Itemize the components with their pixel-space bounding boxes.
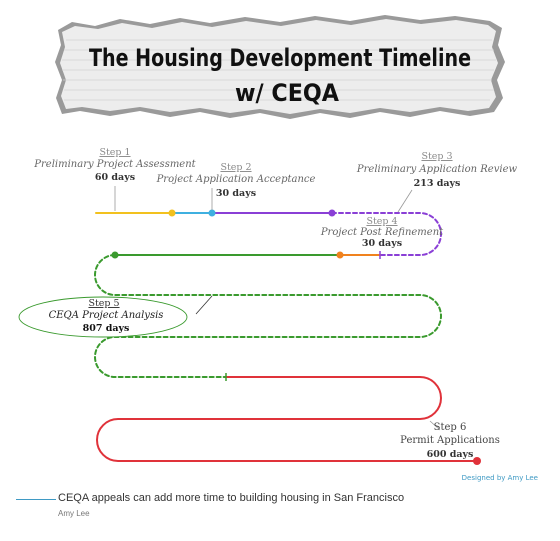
marker-end [473,457,481,465]
step-6-label: Step 6 Permit Applications 600 days [400,420,500,460]
step-5-leader [195,295,213,315]
caption-text: CEQA appeals can add more time to buildi… [58,492,405,504]
step-5-name: CEQA Project Analysis [49,310,164,321]
step-3-leader [397,189,413,213]
marker-step-5 [336,251,344,259]
step-6-number: Step 6 [434,422,467,433]
timeline-path [94,212,478,462]
step-2-days: 30 days [216,188,256,199]
title-line-1: The Housing Development Timeline [89,44,471,72]
segment-step-5-dashed [94,254,442,378]
step-6-name: Permit Applications [400,435,500,446]
step-1-number: Step 1 [99,147,130,158]
timeline-markers [111,209,481,465]
step-6-days: 600 days [427,449,474,460]
step-5-number: Step 5 [88,298,119,309]
designer-credit: Designed by Amy Lee [462,474,538,482]
step-1-label: Step 1 Preliminary Project Assessment 60… [33,147,197,211]
step-1-days: 60 days [95,172,135,183]
segment-step-3-dashed [331,212,442,256]
step-2-number: Step 2 [220,162,251,173]
step-6-leader [429,420,441,431]
step-4-number: Step 4 [366,216,397,227]
step-5-days: 807 days [83,323,130,334]
step-3-label: Step 3 Preliminary Application Review 21… [356,151,518,213]
step-2-name: Project Application Acceptance [156,174,316,185]
step-5-callout [18,296,188,338]
step-5-label: Step 5 CEQA Project Analysis 807 days [18,295,213,338]
title-line-2: w/ CEQA [235,79,339,107]
marker-green-start [111,251,119,259]
caption-byline: Amy Lee [58,509,90,518]
step-2-label: Step 2 Project Application Acceptance 30… [156,162,316,210]
step-4-days: 30 days [362,238,402,249]
step-3-number: Step 3 [421,151,452,162]
marker-step-4-start [328,209,336,217]
timeline-diagram: The Housing Development Timeline w/ CEQA… [18,15,538,482]
step-4-name: Project Post Refinement [320,227,444,238]
caption-rule [16,499,56,500]
notebook-lines [62,39,496,101]
step-1-name: Preliminary Project Assessment [33,159,196,170]
step-3-days: 213 days [414,178,461,189]
marker-step-3 [208,209,216,217]
step-4-label: Step 4 Project Post Refinement 30 days [320,216,444,249]
segment-step-6 [96,376,478,462]
title-banner: The Housing Development Timeline w/ CEQA [55,15,505,119]
step-3-name: Preliminary Application Review [356,164,518,175]
marker-step-2 [168,209,176,217]
